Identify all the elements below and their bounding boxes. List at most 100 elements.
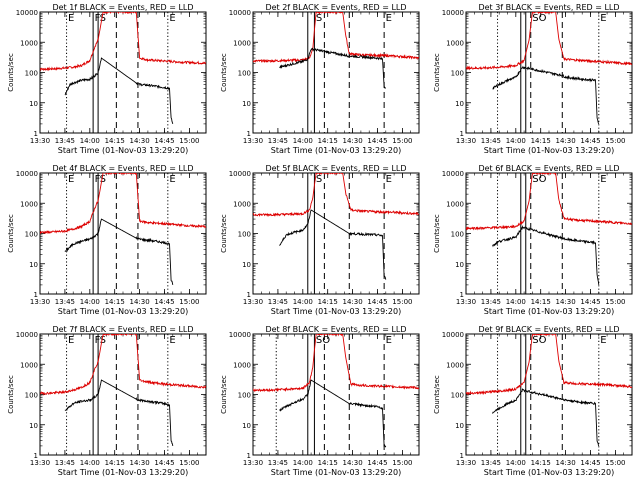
x-axis-label: Start Time (01-Nov-03 13:29:20) — [58, 146, 188, 155]
lld-series-line — [40, 334, 206, 396]
time-marker-label: E — [600, 174, 606, 185]
detector-panel-4: Det 4f BLACK = Events, RED = LLD 1 10 100 10… — [7, 164, 207, 316]
y-tick-label: 1 — [34, 130, 38, 138]
x-tick-label: 14:00 — [80, 298, 100, 306]
x-tick-label: 14:45 — [580, 137, 600, 145]
y-tick-label: 1000 — [20, 39, 38, 47]
events-series-line — [64, 218, 174, 285]
events-series-line — [492, 388, 600, 447]
y-tick-label: 10 — [455, 261, 464, 269]
x-tick-label: 14:30 — [130, 459, 150, 467]
x-tick-label: 14:45 — [154, 459, 174, 467]
y-tick-label: 1 — [460, 291, 464, 299]
detector-panel-6: Det 6f BLACK = Events, RED = LLD 1 10 100 10… — [433, 164, 633, 316]
x-tick-label: 14:00 — [293, 137, 313, 145]
x-tick-label: 13:30 — [30, 459, 50, 467]
x-tick-label: 14:45 — [154, 137, 174, 145]
x-tick-label: 14:15 — [531, 137, 551, 145]
time-marker-label: E — [600, 13, 606, 24]
x-tick-label: 14:45 — [580, 298, 600, 306]
x-axis-label: Start Time (01-Nov-03 13:29:20) — [58, 307, 188, 316]
x-tick-label: 14:00 — [80, 137, 100, 145]
x-tick-label: 14:30 — [130, 298, 150, 306]
x-tick-label: 13:45 — [268, 137, 288, 145]
panel-title: Det 9f BLACK = Events, RED = LLD — [478, 325, 619, 334]
plot-frame — [39, 172, 207, 295]
y-tick-label: 1 — [460, 452, 464, 460]
x-tick-label: 15:00 — [392, 459, 412, 467]
x-tick-label: 14:45 — [367, 137, 387, 145]
x-tick-label: 14:15 — [105, 459, 125, 467]
x-tick-label: 13:45 — [481, 298, 501, 306]
y-tick-label: 100 — [451, 231, 464, 239]
detector-panel-2: Det 2f BLACK = Events, RED = LLD 1 10 100 10… — [220, 3, 420, 155]
y-tick-label: 100 — [238, 231, 251, 239]
x-tick-label: 15:00 — [605, 137, 625, 145]
plot-frame — [252, 172, 420, 295]
x-tick-label: 14:00 — [293, 459, 313, 467]
y-axis-label: Counts/sec — [433, 53, 441, 92]
time-marker-label: E — [386, 335, 392, 346]
y-tick-label: 10 — [242, 422, 251, 430]
x-tick-label: 14:15 — [318, 459, 338, 467]
lld-series-line — [40, 173, 206, 235]
time-marker-label: E — [169, 13, 175, 24]
y-tick-label: 1000 — [233, 361, 251, 369]
panel-title: Det 3f BLACK = Events, RED = LLD — [478, 3, 619, 12]
y-tick-label: 100 — [238, 70, 251, 78]
x-axis-label: Start Time (01-Nov-03 13:29:20) — [271, 307, 401, 316]
y-axis-label: Counts/sec — [7, 214, 15, 253]
time-marker-label: SO — [532, 335, 546, 346]
plot-frame — [39, 333, 207, 456]
y-tick-label: 10000 — [229, 331, 251, 339]
detector-panel-9: Det 9f BLACK = Events, RED = LLD 1 10 100 10… — [433, 325, 633, 477]
x-tick-label: 13:30 — [243, 298, 263, 306]
y-axis-label: Counts/sec — [433, 375, 441, 414]
time-marker-label: SO — [532, 174, 546, 185]
x-tick-label: 13:30 — [30, 137, 50, 145]
y-tick-label: 1000 — [20, 200, 38, 208]
x-tick-label: 13:30 — [243, 137, 263, 145]
events-series-line — [64, 379, 174, 446]
y-tick-label: 100 — [238, 392, 251, 400]
panel-title: Det 4f BLACK = Events, RED = LLD — [52, 164, 193, 173]
time-marker-label: S — [316, 174, 322, 185]
y-tick-label: 10 — [455, 422, 464, 430]
x-tick-label: 13:45 — [55, 459, 75, 467]
x-tick-label: 14:30 — [343, 459, 363, 467]
x-tick-label: 14:45 — [367, 298, 387, 306]
y-tick-label: 10000 — [442, 9, 464, 17]
x-tick-label: 13:45 — [55, 137, 75, 145]
x-tick-label: 14:30 — [556, 137, 576, 145]
x-tick-label: 14:45 — [367, 459, 387, 467]
lld-series-line — [40, 12, 206, 72]
x-tick-label: 14:30 — [556, 459, 576, 467]
y-tick-label: 10 — [242, 261, 251, 269]
y-tick-label: 10000 — [16, 170, 38, 178]
y-tick-label: 1 — [247, 291, 251, 299]
plot-frame — [465, 172, 633, 295]
x-tick-label: 14:45 — [154, 298, 174, 306]
detector-panel-5: Det 5f BLACK = Events, RED = LLD 1 10 100 10… — [220, 164, 420, 316]
lld-series-line — [253, 12, 419, 64]
x-tick-label: 14:00 — [80, 459, 100, 467]
events-series-line — [279, 209, 387, 280]
time-marker-label: E — [169, 174, 175, 185]
x-tick-label: 14:30 — [130, 137, 150, 145]
x-tick-label: 13:45 — [481, 137, 501, 145]
panel-title: Det 6f BLACK = Events, RED = LLD — [478, 164, 619, 173]
y-tick-label: 10 — [29, 261, 38, 269]
y-axis-label: Counts/sec — [220, 375, 228, 414]
time-marker-label: S — [100, 335, 106, 346]
x-tick-label: 14:30 — [343, 298, 363, 306]
y-tick-label: 10 — [455, 100, 464, 108]
x-tick-label: 13:30 — [30, 298, 50, 306]
y-tick-label: 1000 — [446, 39, 464, 47]
y-tick-label: 1 — [247, 452, 251, 460]
x-tick-label: 14:15 — [531, 298, 551, 306]
detector-panel-3: Det 3f BLACK = Events, RED = LLD 1 10 100 10… — [433, 3, 633, 155]
panel-title: Det 1f BLACK = Events, RED = LLD — [52, 3, 193, 12]
x-tick-label: 14:00 — [293, 298, 313, 306]
x-tick-label: 13:30 — [456, 298, 476, 306]
plot-frame — [465, 11, 633, 134]
